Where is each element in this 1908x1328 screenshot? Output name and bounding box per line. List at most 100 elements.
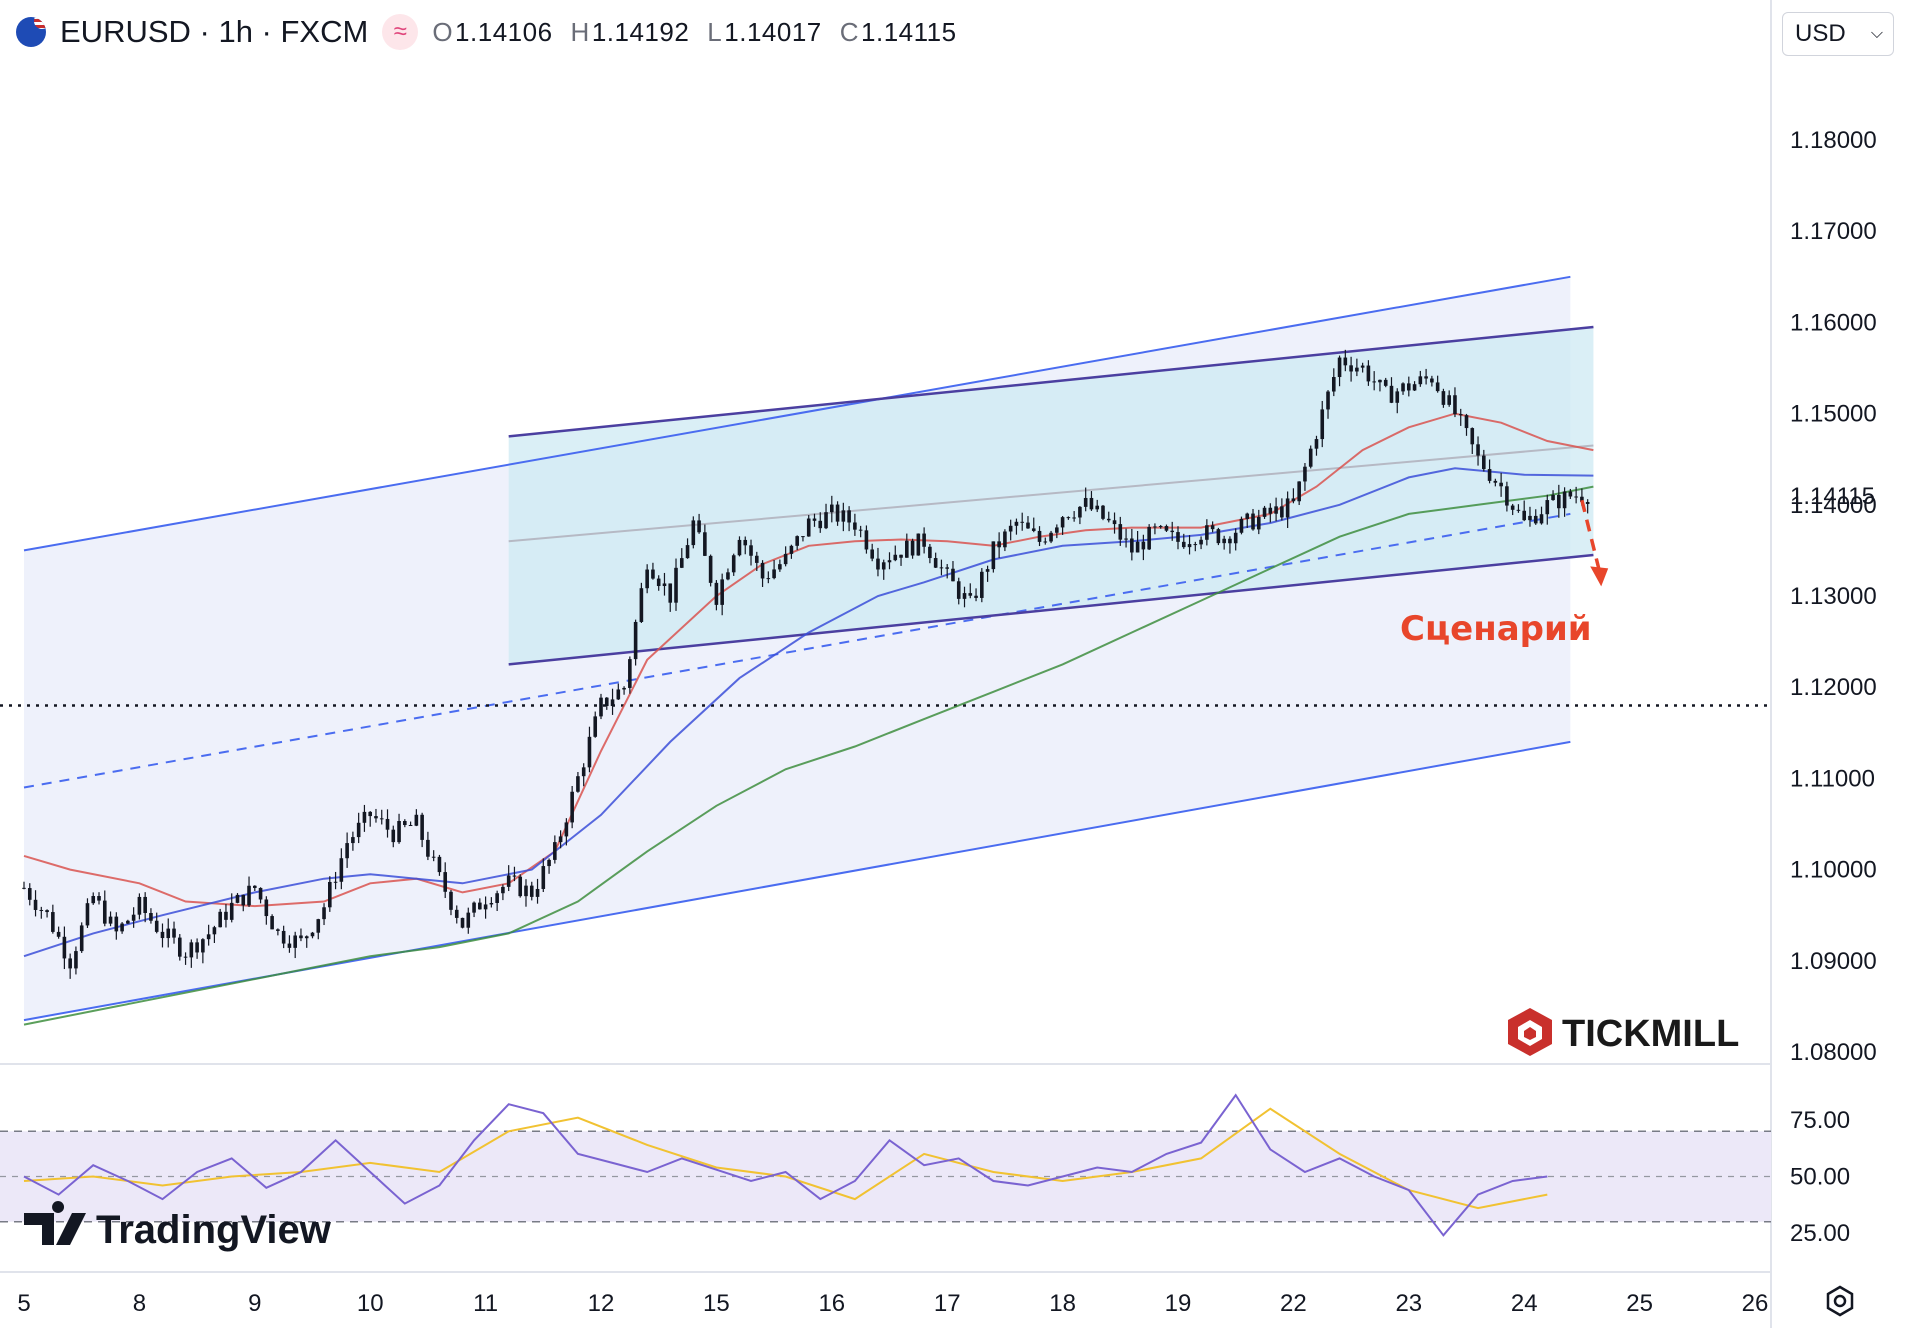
inner-channel-lower-line[interactable]: [508, 553, 1594, 666]
time-tick-label: 19: [1165, 1290, 1192, 1317]
candle-body-199: [1170, 530, 1175, 533]
candle-body-180: [1060, 517, 1065, 528]
candle-body-99: [593, 716, 598, 737]
candle-body-29: [189, 942, 194, 958]
candle-body-64: [391, 829, 396, 843]
wave-indicator-icon[interactable]: ≈: [382, 14, 419, 50]
candle-body-160: [945, 567, 949, 569]
candle-body-193: [1135, 541, 1140, 553]
candle-body-80: [483, 904, 488, 910]
candle-body-101: [604, 697, 609, 707]
candle-body-61: [374, 816, 378, 819]
candle-body-115: [685, 545, 690, 559]
price-tick-label: 1.15000: [1790, 401, 1877, 428]
candle-body-203: [1193, 544, 1198, 546]
candle-body-10: [79, 925, 84, 952]
symbol-label[interactable]: EURUSD · 1h · FXCM: [60, 14, 369, 49]
candle-body-186: [1095, 505, 1100, 510]
tickmill-logo: TICKMILL: [1508, 1008, 1739, 1056]
candle-body-182: [1072, 517, 1076, 519]
candle-body-138: [818, 520, 823, 529]
price-tick-label: 1.10000: [1790, 857, 1877, 884]
candle-body-209: [1228, 538, 1232, 544]
candle-body-183: [1078, 506, 1082, 518]
candle-body-105: [628, 659, 632, 688]
candle-body-166: [980, 571, 984, 598]
candle-body-187: [1101, 505, 1105, 519]
settings-gear-icon[interactable]: [1822, 1283, 1858, 1319]
high-value: 1.14192: [591, 16, 690, 47]
candle-body-28: [183, 956, 188, 958]
candle-body-12: [91, 896, 96, 904]
candle-body-238: [1395, 391, 1400, 403]
candle-body-34: [218, 911, 222, 928]
candle-body-73: [443, 872, 448, 892]
candle-body-225: [1320, 409, 1325, 440]
rsi-ma-line: [23, 1107, 1548, 1210]
candle-body-220: [1291, 498, 1296, 502]
candle-body-224: [1314, 439, 1319, 449]
price-tick-label: 1.14000: [1790, 492, 1877, 519]
open-label: O: [432, 16, 454, 47]
candle-body-13: [97, 896, 101, 901]
candle-body-130: [772, 569, 776, 579]
time-tick-label: 24: [1511, 1290, 1538, 1317]
candle-body-58: [356, 822, 361, 838]
candle-body-232: [1360, 365, 1365, 368]
time-tick-label: 23: [1395, 1290, 1422, 1317]
candle-body-269: [1574, 496, 1578, 498]
candle-body-8: [68, 958, 72, 969]
candle-body-3: [39, 909, 44, 911]
currency-select[interactable]: USD ⌵: [1782, 12, 1894, 56]
candle-body-124: [737, 539, 742, 556]
time-tick-label: 22: [1280, 1290, 1307, 1317]
candle-body-217: [1274, 506, 1278, 514]
low-label: L: [707, 16, 723, 47]
last-price-label: 1.14115: [1790, 483, 1875, 510]
time-tick-label: 10: [357, 1290, 384, 1317]
time-tick-label: 26: [1742, 1290, 1769, 1317]
candle-body-21: [143, 896, 147, 914]
candle-body-267: [1562, 491, 1567, 509]
candle-body-208: [1222, 538, 1226, 544]
candle-body-89: [535, 888, 540, 897]
candle-body-179: [1055, 527, 1059, 533]
candle-body-173: [1020, 521, 1025, 523]
candle-body-119: [708, 555, 713, 583]
candle-body-96: [576, 776, 580, 792]
candle-body-195: [1147, 527, 1151, 550]
candle-body-212: [1245, 513, 1250, 519]
candle-body-15: [108, 916, 113, 924]
candle-body-262: [1533, 515, 1538, 524]
time-tick-label: 12: [588, 1290, 615, 1317]
chart-header: EURUSD · 1h · FXCM ≈ O1.14106 H1.14192 L…: [16, 10, 957, 54]
candle-body-247: [1447, 395, 1451, 405]
candle-body-7: [62, 936, 67, 959]
candle-body-4: [45, 910, 49, 913]
scenario-arrow: [1580, 499, 1609, 587]
candle-body-147: [870, 549, 874, 559]
candle-body-56: [345, 843, 349, 859]
high-label: H: [570, 16, 590, 47]
time-tick-label: 8: [133, 1290, 146, 1317]
candle-body-24: [160, 931, 165, 939]
inner-channel-mid-line[interactable]: [508, 444, 1594, 543]
low-value: 1.14017: [724, 16, 822, 47]
candle-body-161: [951, 568, 955, 582]
candle-body-222: [1303, 466, 1307, 482]
candle-body-155: [916, 533, 921, 556]
candle-body-59: [362, 811, 367, 823]
outer-channel-upper-line[interactable]: [23, 275, 1571, 552]
candle-body-112: [668, 583, 673, 603]
inner-channel-upper-line[interactable]: [508, 325, 1594, 438]
candle-body-78: [472, 902, 476, 913]
candle-body-200: [1176, 532, 1180, 542]
candle-body-270: [1580, 496, 1584, 502]
rsi-tick-label: 25.00: [1790, 1220, 1850, 1247]
candle-body-146: [864, 530, 869, 550]
candle-body-1: [27, 888, 32, 900]
candle-body-221: [1297, 481, 1301, 502]
outer-channel-mid-line[interactable]: [23, 512, 1571, 789]
candle-body-122: [726, 572, 730, 580]
